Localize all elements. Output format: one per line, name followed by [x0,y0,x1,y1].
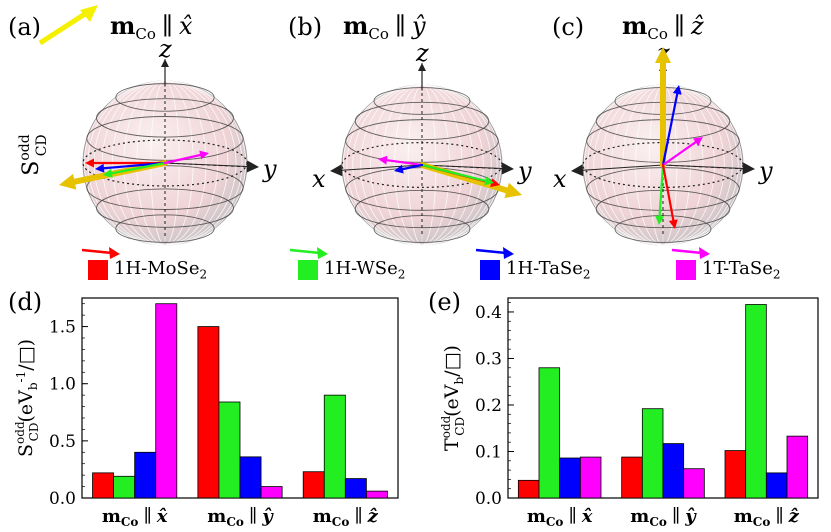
bar [559,457,581,499]
svg-text:mCo∥ŷ: mCo ∥ ŷ [343,11,426,43]
y-tick-label: 0.5 [49,432,76,452]
y-tick-label: 0.4 [475,303,502,323]
bar [239,456,262,499]
z-axis-label: z [158,35,172,63]
bar [155,303,178,499]
y-tick-label: 0.0 [475,489,502,509]
spin-vector-arrow [661,137,703,167]
x-axis-label: x [553,165,567,193]
svg-text:SoddCD: SoddCD [17,134,50,175]
y-axis-label: y [517,157,532,185]
sphere-panel-c: zyx [553,39,773,246]
legend-item: 1T-TaSe2 [676,258,781,282]
legend-label: 1H-WSe2 [324,258,406,282]
sphere-ylabel: SoddCD [17,134,50,175]
x-tick-label: mCo ∥ ẑ [313,506,379,529]
y-tick-label: 0.2 [475,396,502,416]
panel-c-label: (c) [552,13,584,41]
bar [517,479,540,499]
legend-label: 1T-TaSe2 [702,258,781,282]
legend-item: 1H-MoSe2 [88,258,207,282]
bar [538,367,561,499]
x-tick-label: mCo ∥ ẑ [734,506,800,529]
y-tick-label: 0.3 [475,349,502,369]
bar [260,486,283,499]
panel-a-label: (a) [8,13,41,41]
panel-c-title: mCo ∥ ẑ [622,11,704,43]
spin-vector-arrow [655,47,671,168]
bar [579,456,602,499]
y-axis-title: ToddCD(eVb/□) [439,345,467,451]
sphere-axes [330,63,514,237]
x-tick-label: mCo ∥ x̂ [527,506,593,529]
spin-vector-arrow [163,150,209,165]
legend-label: 1H-MoSe2 [114,258,208,282]
y-tick-label: 0.1 [475,442,502,462]
bar [724,450,747,499]
x-axis-label: x [312,165,326,193]
spin-vector-arrow [655,163,665,225]
bar-chart-d: 0.0 0.5 1.0 1.5 mCo ∥ x̂ mCo ∥ ŷ mCo ∥ ẑ SoddCD(eVb-1… [13,297,399,529]
bar [302,471,325,499]
spin-vector-arrow [103,161,167,178]
svg-text:mCo∥x̂: mCo ∥ x̂ [110,11,193,43]
legend-item: 1H-WSe2 [298,258,405,282]
x-tick-label: mCo ∥ ŷ [207,506,274,529]
legend-arrow-icon [671,247,710,259]
svg-text:mCo∥ẑ: mCo ∥ ẑ [622,11,704,43]
bar [197,326,220,499]
x-tick-label: mCo ∥ x̂ [102,506,168,529]
bar [745,304,767,499]
spin-vector-arrow [394,163,424,174]
bar [683,468,705,499]
panel-d-label: (d) [8,288,42,316]
bar [344,478,367,499]
y-tick-label: 1.0 [49,375,76,395]
panel-b-label: (b) [288,13,322,41]
bar [765,472,788,499]
bar [218,401,241,499]
panel-e-label: (e) [428,288,461,316]
bar [786,435,809,499]
legend-arrow-icon [475,247,514,259]
spin-vectors [59,150,209,190]
sphere-axes [161,59,259,237]
y-axis-label: y [758,157,773,185]
panel-a-title: mCo ∥ x̂ [110,11,193,43]
bar [621,456,643,499]
sphere-panel-a: zy [59,35,277,246]
legend-label: 1H-TaSe2 [506,258,591,282]
magnetization-x-arrow-icon [38,5,98,46]
legend-arrow-icon [81,247,120,259]
bar [662,443,685,499]
legend-arrow-icon [289,247,328,259]
bar [641,408,664,499]
spin-vector-arrow [661,163,678,229]
spin-vector-arrow [420,163,494,186]
y-tick-label: 0.0 [49,489,76,509]
spin-vectors [655,47,703,229]
bar [323,394,346,499]
spin-vectors [378,155,522,199]
bar-chart-e: 0.0 0.1 0.2 0.3 0.4 mCo ∥ x̂ mCo ∥ ŷ mCo ∥ ẑ ToddCD(eV… [439,297,819,529]
y-tick-label: 1.5 [49,318,76,338]
legend-item: 1H-TaSe2 [480,258,591,282]
legend-swatch [480,259,500,280]
legend-swatch [676,259,696,280]
sphere-panel-b: z y x [312,39,532,246]
z-axis-label: z [415,39,429,67]
bar [365,490,388,499]
y-axis-title: SoddCD(eVb-1/□) [13,339,41,457]
y-axis-label: y [262,155,277,183]
legend-swatch [298,259,318,280]
legend-swatch [88,259,108,280]
panel-b-title: mCo ∥ ŷ [343,11,426,43]
bar [92,472,114,499]
spin-vector-arrow [378,155,424,167]
spin-vector-arrow [661,85,682,167]
bar [113,475,136,499]
x-tick-label: mCo ∥ ŷ [630,506,697,529]
bar [134,451,157,499]
